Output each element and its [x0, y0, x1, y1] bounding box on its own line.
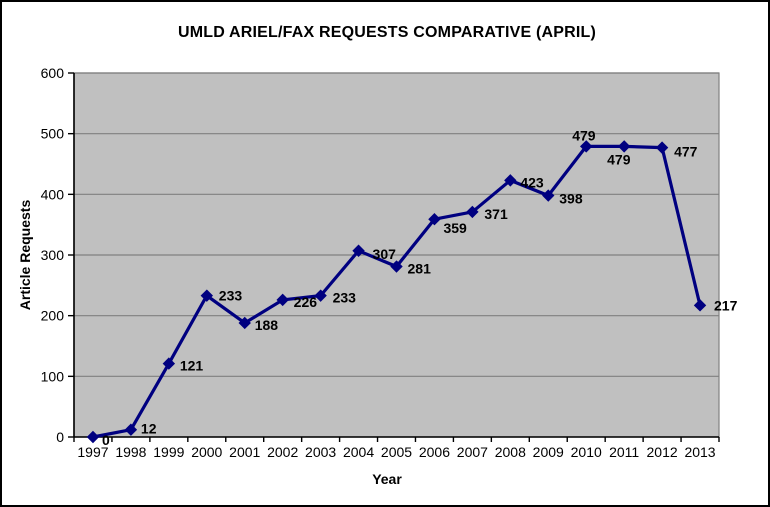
data-point-marker	[504, 174, 517, 187]
x-tick-label: 2007	[457, 444, 488, 460]
data-label: 371	[484, 206, 508, 222]
y-tick-label: 600	[41, 65, 65, 81]
data-point-marker	[86, 430, 100, 444]
x-tick-label: 2002	[267, 444, 298, 460]
x-tick-label: 2005	[381, 444, 412, 460]
x-tick-label: 2004	[343, 444, 374, 460]
x-tick-label: 1998	[115, 444, 146, 460]
data-point-marker	[428, 212, 441, 226]
data-point-marker	[655, 141, 669, 154]
data-point-marker	[162, 357, 176, 370]
data-point-marker	[466, 205, 479, 219]
data-label: 479	[572, 127, 596, 143]
data-label: 226	[294, 294, 318, 310]
data-point-marker	[124, 423, 138, 436]
x-tick-label: 2013	[684, 444, 715, 460]
data-point-marker	[617, 140, 631, 153]
y-tick-label: 300	[41, 247, 65, 263]
data-label: 12	[141, 421, 157, 437]
x-tick-label: 2001	[229, 444, 260, 460]
data-label: 121	[180, 358, 204, 374]
data-label: 188	[255, 317, 279, 333]
x-tick-label: 2009	[533, 444, 564, 460]
y-tick-label: 100	[41, 368, 65, 384]
y-tick-label: 200	[41, 308, 65, 324]
data-label: 479	[607, 151, 631, 167]
data-point-marker	[579, 140, 593, 153]
y-tick-label: 400	[41, 186, 65, 202]
data-point-marker	[542, 189, 555, 202]
data-point-marker	[200, 289, 214, 302]
data-label: 233	[333, 290, 357, 306]
x-tick-label: 1999	[153, 444, 184, 460]
data-label: 398	[559, 191, 583, 207]
x-axis-title: Year	[372, 471, 402, 487]
data-point-marker	[352, 244, 365, 257]
data-point-marker	[390, 260, 403, 273]
x-tick-label: 1997	[77, 444, 108, 460]
data-point-marker	[314, 289, 327, 302]
x-tick-label: 2008	[495, 444, 526, 460]
x-tick-label: 2011	[609, 444, 639, 460]
data-label: 233	[219, 288, 243, 304]
data-point-marker	[276, 293, 289, 307]
x-tick-label: 2003	[305, 444, 336, 460]
data-label: 0	[102, 432, 110, 448]
x-tick-label: 2000	[191, 444, 222, 460]
data-label: 281	[408, 261, 432, 277]
data-label: 423	[520, 174, 544, 190]
x-tick-label: 2012	[647, 444, 678, 460]
y-tick-label: 500	[41, 126, 65, 142]
x-tick-label: 2010	[571, 444, 602, 460]
data-label: 217	[714, 297, 738, 313]
data-label: 307	[373, 246, 397, 262]
data-label: 477	[674, 144, 698, 160]
data-label: 359	[443, 220, 467, 236]
y-tick-label: 0	[56, 429, 64, 445]
data-point-marker	[693, 299, 707, 312]
x-tick-label: 2006	[419, 444, 450, 460]
chart-title: UMLD ARIEL/FAX REQUESTS COMPARATIVE (APR…	[178, 24, 596, 41]
data-point-marker	[238, 316, 251, 330]
plot-area: 0 100 200 300 400 500 600 1997 1998 1999 2000 2001 2…	[41, 65, 738, 460]
y-axis-title: Article Requests	[17, 200, 33, 311]
